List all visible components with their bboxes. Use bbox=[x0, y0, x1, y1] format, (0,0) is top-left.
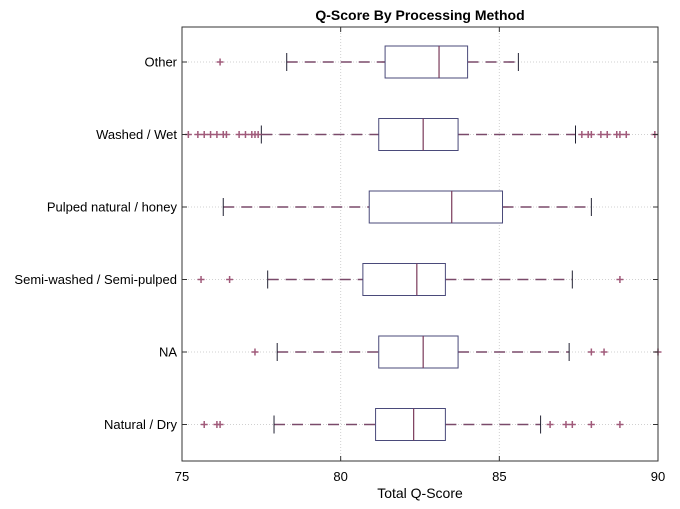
outlier-marker bbox=[546, 421, 554, 428]
y-tick-label: Natural / Dry bbox=[104, 417, 177, 432]
x-tick-label: 80 bbox=[333, 469, 347, 484]
y-tick-label: Semi-washed / Semi-pulped bbox=[14, 272, 177, 287]
x-tick-label: 75 bbox=[175, 469, 189, 484]
y-tick-label: Pulped natural / honey bbox=[47, 200, 178, 215]
outlier-marker bbox=[200, 131, 208, 138]
y-tick-label: Other bbox=[144, 55, 177, 70]
outlier-marker bbox=[562, 421, 570, 428]
outlier-marker bbox=[600, 348, 608, 356]
outlier-marker bbox=[226, 276, 234, 283]
box-group bbox=[251, 335, 662, 369]
outlier-marker bbox=[213, 131, 221, 138]
outlier-marker bbox=[241, 131, 249, 138]
iqr-box bbox=[378, 335, 459, 369]
outlier-marker bbox=[578, 131, 586, 138]
iqr-box bbox=[384, 45, 469, 79]
outlier-marker bbox=[216, 421, 224, 428]
iqr-box bbox=[378, 118, 459, 151]
grid-lines bbox=[181, 27, 659, 461]
outlier-marker bbox=[616, 276, 624, 283]
y-tick-label: NA bbox=[159, 345, 177, 360]
outlier-marker bbox=[587, 421, 595, 428]
outlier-marker bbox=[587, 131, 595, 138]
outlier-marker bbox=[254, 131, 262, 138]
x-tick-label: 90 bbox=[651, 469, 665, 484]
x-tick-label: 85 bbox=[492, 469, 506, 484]
outlier-marker bbox=[251, 348, 259, 356]
plot-area-frame bbox=[181, 26, 659, 462]
outlier-marker bbox=[197, 276, 205, 283]
iqr-box bbox=[362, 263, 446, 296]
outlier-marker bbox=[587, 348, 595, 356]
outlier-marker bbox=[222, 131, 230, 138]
outlier-marker bbox=[194, 131, 202, 138]
box-group bbox=[197, 263, 624, 296]
outlier-marker bbox=[216, 58, 224, 66]
y-tick-label: Washed / Wet bbox=[96, 127, 177, 142]
box-group bbox=[200, 408, 624, 441]
iqr-box bbox=[368, 190, 504, 224]
outlier-marker bbox=[616, 131, 624, 138]
boxes bbox=[184, 45, 662, 441]
outlier-marker bbox=[568, 421, 576, 428]
outlier-marker bbox=[622, 131, 630, 138]
x-ticks: 75 80 85 90 bbox=[175, 27, 665, 484]
box-group bbox=[184, 118, 659, 151]
outlier-marker bbox=[235, 131, 243, 138]
y-ticks: Other Washed / Wet Pulped natural / honey S… bbox=[14, 55, 658, 432]
outlier-marker bbox=[207, 131, 215, 138]
outlier-marker bbox=[597, 131, 605, 138]
box-group bbox=[216, 45, 519, 79]
chart-title: Q-Score By Processing Method bbox=[315, 7, 524, 23]
box-group bbox=[222, 190, 592, 224]
outlier-marker bbox=[616, 421, 624, 428]
iqr-box bbox=[375, 408, 446, 441]
x-axis-label: Total Q-Score bbox=[377, 485, 463, 501]
outlier-marker bbox=[200, 421, 208, 428]
outlier-marker bbox=[603, 131, 611, 138]
